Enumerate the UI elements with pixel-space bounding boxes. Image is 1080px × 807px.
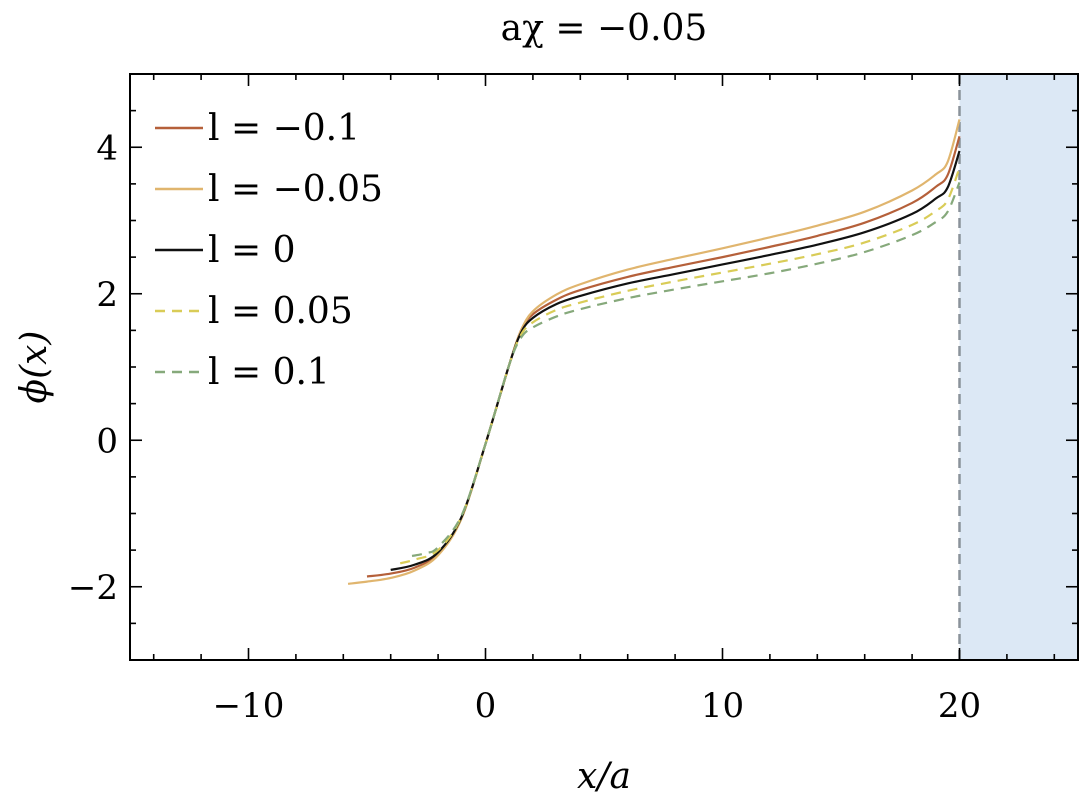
chart-title: aχ = −0.05	[501, 8, 708, 49]
x-tick-label: 0	[475, 686, 497, 726]
x-tick-label: −10	[213, 686, 285, 726]
series-line-2	[347, 119, 961, 585]
y-tick-label: 4	[96, 128, 118, 168]
shaded-area	[959, 74, 1078, 660]
series-line-5	[411, 181, 961, 558]
y-axis-title: ϕ(x)	[14, 331, 55, 404]
shaded-region	[958, 74, 1078, 660]
series-layer	[347, 119, 961, 585]
x-axis-title: x/a	[577, 756, 631, 797]
y-tick-label: 2	[96, 275, 118, 315]
legend-label: l = 0	[208, 230, 295, 271]
plot-frame	[129, 73, 1079, 661]
legend-label: l = 0.1	[208, 352, 330, 393]
y-tick-label: 0	[96, 421, 118, 461]
legend-label: l = −0.1	[208, 108, 360, 149]
legend-label: l = −0.05	[208, 169, 383, 210]
x-tick-label: 20	[938, 686, 981, 726]
y-tick-label: −2	[68, 568, 118, 608]
x-tick-label: 10	[701, 686, 744, 726]
legend: l = −0.1 l = −0.05 l = 0 l = 0.05 l = 0.1	[155, 108, 383, 393]
legend-label: l = 0.05	[208, 291, 353, 332]
